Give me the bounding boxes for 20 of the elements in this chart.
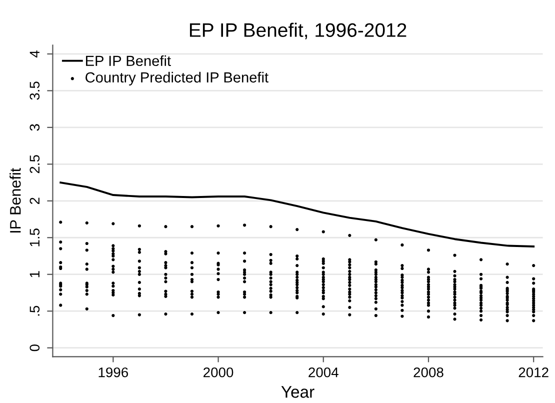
line-series (60, 182, 535, 248)
x-tick-label: 2012 (518, 367, 548, 378)
y-tick-label: 0 (30, 344, 40, 352)
y-tick-label: 1 (30, 271, 40, 278)
y-tick-label: 2.5 (30, 155, 40, 174)
legend-label: Country Predicted IP Benefit (86, 72, 268, 86)
y-tick-label: 2 (30, 198, 40, 204)
x-tick-label: 1996 (98, 367, 128, 378)
y-tick-label: .5 (30, 306, 40, 316)
x-tick-label: 2004 (308, 367, 338, 378)
y-tick-label: 3.5 (30, 82, 40, 100)
chart-title: EP IP Benefit, 1996-2012 (190, 22, 406, 40)
x-tick-label: 2000 (204, 367, 234, 378)
legend-label: EP IP Benefit (86, 55, 171, 66)
y-tick-label: 4 (30, 50, 40, 58)
y-tick-label: 3 (30, 124, 40, 131)
x-tick-label: 2008 (414, 367, 444, 378)
y-tick-label: 1.5 (30, 228, 40, 246)
y-axis-title: IP Benefit (10, 168, 21, 232)
x-axis-title: Year (281, 386, 314, 398)
